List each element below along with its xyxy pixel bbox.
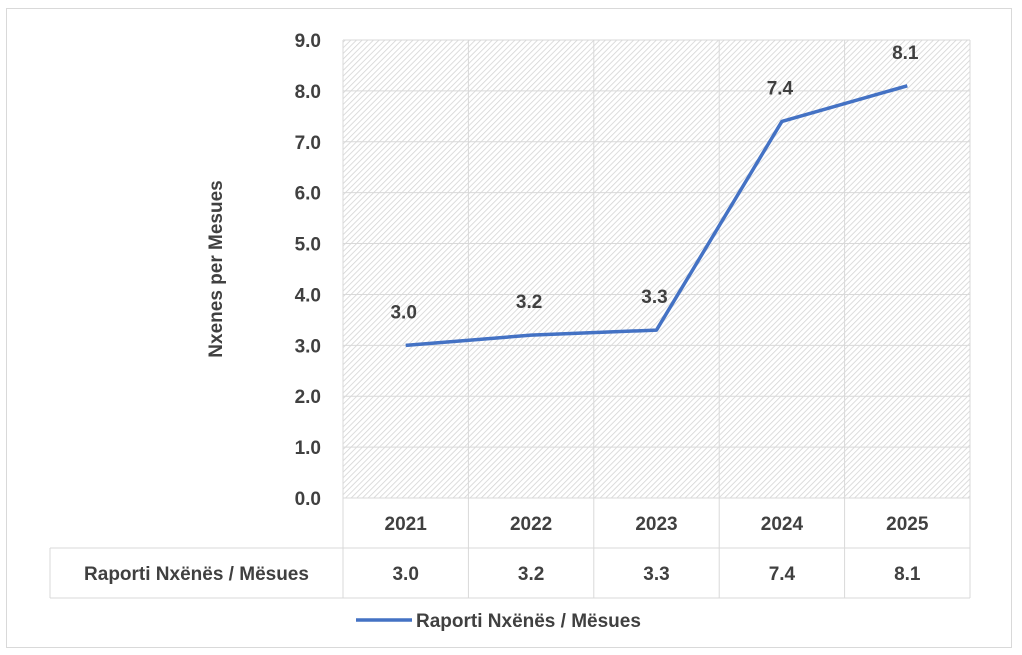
table-series-name: Raporti Nxënës / Mësues bbox=[84, 564, 309, 585]
y-tick-label: 6.0 bbox=[295, 184, 321, 205]
y-tick-label: 2.0 bbox=[295, 387, 321, 408]
x-category-label: 2024 bbox=[761, 514, 804, 535]
x-category-label: 2022 bbox=[510, 514, 552, 535]
y-tick-label: 7.0 bbox=[295, 133, 321, 154]
x-category-label: 2023 bbox=[635, 514, 677, 535]
y-tick-label: 5.0 bbox=[295, 235, 321, 256]
y-tick-label: 8.0 bbox=[295, 82, 321, 103]
data-label: 3.0 bbox=[390, 302, 416, 323]
table-value: 7.4 bbox=[769, 564, 796, 585]
y-axis-label: Nxenes per Mesues bbox=[206, 180, 227, 357]
data-label: 7.4 bbox=[767, 78, 794, 99]
legend: Raporti Nxënës / Mësues bbox=[356, 611, 641, 632]
data-label: 3.3 bbox=[641, 287, 667, 308]
x-category-label: 2021 bbox=[385, 514, 428, 535]
series-line bbox=[405, 84, 908, 348]
data-label: 3.2 bbox=[516, 292, 542, 313]
table-value: 3.0 bbox=[392, 564, 418, 585]
y-tick-label: 1.0 bbox=[295, 438, 321, 459]
y-tick-label: 3.0 bbox=[295, 336, 321, 357]
data-table: 2021 2022 2023 2024 2025 Raporti Nxënës / Mës… bbox=[49, 497, 971, 599]
y-tick-label: 9.0 bbox=[295, 31, 321, 52]
y-tick-label: 4.0 bbox=[295, 285, 321, 306]
data-labels: 3.0 3.2 3.3 7.4 8.1 bbox=[390, 43, 918, 324]
data-label: 8.1 bbox=[892, 43, 919, 64]
table-value: 3.3 bbox=[643, 564, 669, 585]
y-tick-label: 0.0 bbox=[295, 489, 321, 510]
x-category-label: 2025 bbox=[886, 514, 929, 535]
plot-area-background bbox=[343, 40, 970, 498]
y-axis-ticks: 0.0 1.0 2.0 3.0 4.0 5.0 6.0 7.0 8.0 9.0 bbox=[295, 31, 321, 510]
table-value: 3.2 bbox=[518, 564, 544, 585]
legend-entry: Raporti Nxënës / Mësues bbox=[416, 611, 641, 632]
table-value: 8.1 bbox=[894, 564, 921, 585]
